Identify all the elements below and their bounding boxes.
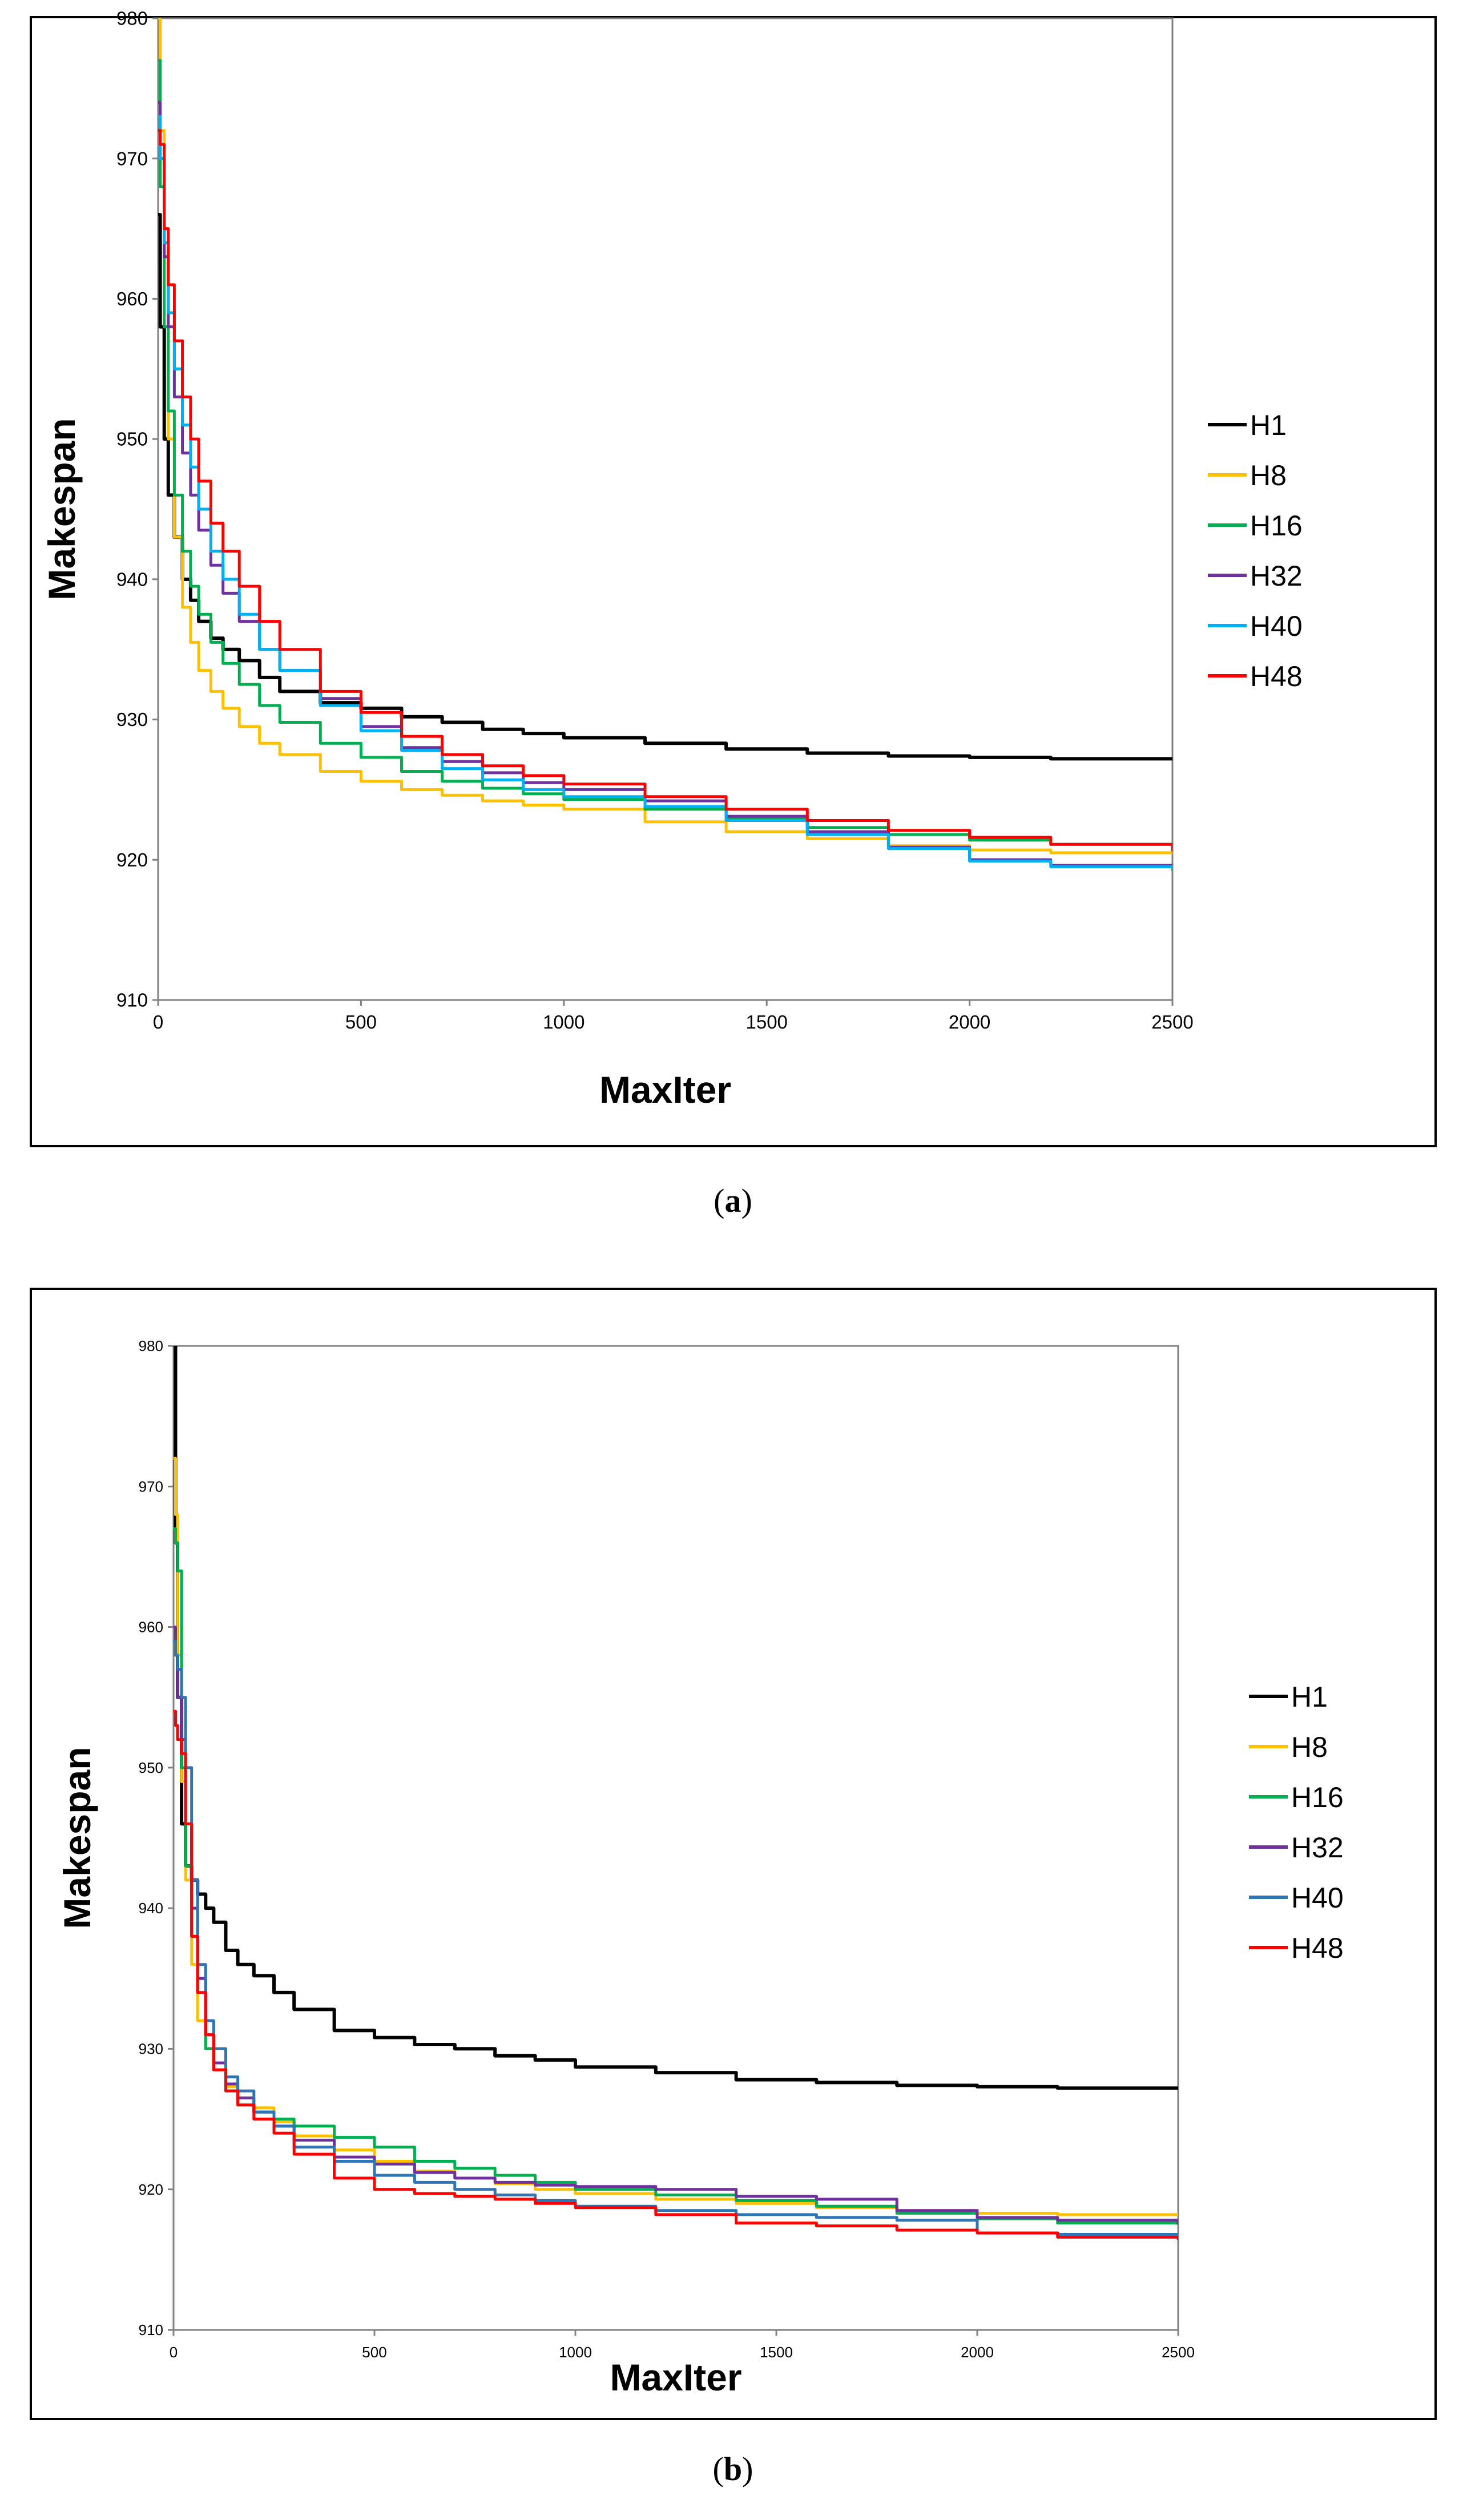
y-tick-label: 910 (139, 2321, 163, 2338)
y-tick-label: 940 (116, 568, 148, 590)
caption-a: (a) (714, 1182, 752, 1219)
legend-label-h32: H32 (1250, 560, 1303, 592)
y-tick-label: 950 (139, 1759, 163, 1776)
caption-b: (b) (712, 2450, 753, 2487)
plot-area-b (172, 1345, 1179, 2331)
legend-label-h40: H40 (1250, 610, 1303, 642)
caption-a-letter: a (724, 1182, 741, 1219)
x-tick-label: 2500 (1151, 1011, 1193, 1033)
legend-label-h32: H32 (1291, 1832, 1344, 1864)
y-tick-label: 980 (116, 8, 148, 29)
caption-b-letter: b (723, 2450, 743, 2487)
x-tick-label: 1000 (543, 1011, 585, 1033)
y-tick-label: 980 (139, 1337, 163, 1354)
series-line-h8 (158, 18, 1172, 854)
x-tick-label: 2500 (1162, 2344, 1195, 2361)
x-tick-label: 1500 (745, 1011, 787, 1033)
legend-label-h1: H1 (1291, 1681, 1328, 1713)
y-axis-label: Makespan (56, 1747, 98, 1929)
legend-label-h8: H8 (1250, 459, 1287, 491)
series-line-h48 (158, 129, 1172, 852)
series-line-h40 (158, 115, 1172, 871)
y-tick-label: 920 (139, 2181, 163, 2198)
x-tick-label: 0 (170, 2344, 178, 2361)
legend-label-h16: H16 (1291, 1781, 1344, 1813)
legend-label-h8: H8 (1291, 1731, 1328, 1763)
plot-area-a (157, 17, 1174, 1001)
chart-panel-a: 910 920 930 940 950 960 970 980 0 500 1000 1500 2000… (30, 8, 1437, 1147)
x-tick-label: 1500 (760, 2344, 793, 2361)
series-line-h1 (158, 213, 1172, 761)
y-tick-label: 960 (116, 288, 148, 309)
series-group-b (174, 1346, 1178, 2240)
legend-label-h48: H48 (1250, 660, 1303, 692)
chart-svg-b: 910 920 930 940 950 960 970 980 0 500 1000 1500 2000… (56, 1337, 1344, 2398)
chart-svg-a: 910 920 930 940 950 960 970 980 0 500 1000 1500 2000… (41, 8, 1303, 1111)
legend-label-h1: H1 (1250, 409, 1287, 441)
y-tick-label: 930 (116, 709, 148, 730)
x-tick-label: 1000 (559, 2344, 592, 2361)
y-tick-label: 970 (139, 1478, 163, 1495)
legend-label-h40: H40 (1291, 1882, 1344, 1914)
y-tick-label: 930 (139, 2041, 163, 2058)
legend-label-h48: H48 (1291, 1932, 1344, 1964)
x-tick-label: 0 (153, 1011, 163, 1033)
y-axis-label: Makespan (41, 418, 83, 600)
y-tick-label: 910 (116, 990, 148, 1011)
x-tick-label: 500 (362, 2344, 386, 2361)
x-axis-label: MaxIter (599, 1069, 731, 1111)
y-tick-label: 940 (139, 1900, 163, 1917)
series-line-h8 (174, 1457, 1178, 2216)
legend-label-h16: H16 (1250, 510, 1303, 542)
series-line-h1 (174, 1346, 1178, 2090)
x-axis-label: MaxIter (610, 2356, 741, 2398)
x-tick-label: 500 (345, 1011, 377, 1033)
x-tick-label: 2000 (949, 1011, 990, 1033)
x-tick-label: 2000 (961, 2344, 994, 2361)
series-line-h40 (174, 1639, 1178, 2236)
y-tick-label: 950 (116, 429, 148, 450)
series-line-h16 (158, 59, 1172, 850)
y-tick-label: 960 (139, 1619, 163, 1636)
series-line-h16 (174, 1527, 1178, 2225)
series-line-h48 (174, 1709, 1178, 2240)
chart-panel-b: 910 920 930 940 950 960 970 980 0 500 1000 1500 2000… (30, 1288, 1437, 2420)
y-tick-label: 970 (116, 148, 148, 169)
series-group-a (158, 18, 1172, 871)
y-tick-label: 920 (116, 849, 148, 870)
